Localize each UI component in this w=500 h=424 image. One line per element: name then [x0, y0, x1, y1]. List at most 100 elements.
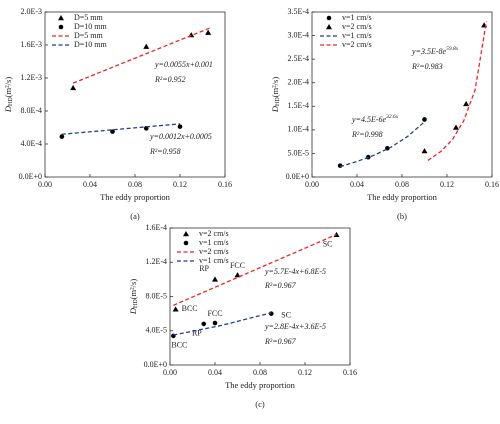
x-tick-label: 0.00	[38, 180, 52, 189]
y-tick-label: 1.6E-4	[145, 223, 167, 232]
y-label-unit: (m²/s)	[270, 77, 280, 98]
annotation-text: y=0.0012x+0.0005	[149, 132, 212, 141]
legend-symbol	[326, 15, 332, 21]
annotation: y=5.7E-4x+6.8E-5	[264, 267, 326, 276]
legend-symbol	[58, 24, 64, 30]
x-tick-label: 0.04	[83, 180, 97, 189]
point-label: SC	[323, 240, 333, 249]
legend-label: v=1 cm/s	[199, 238, 229, 247]
point-label: BCC	[171, 341, 187, 350]
annotation-text: y=0.0055x+0.001	[154, 60, 213, 69]
x-axis-label: The eddy proportion	[225, 380, 296, 390]
y-tick-label: 2.5E-4	[287, 54, 309, 63]
fit-line	[339, 121, 425, 168]
y-label-symbol: D	[270, 105, 280, 113]
legend-label: D=5 mm	[74, 31, 104, 40]
fit-line	[427, 21, 488, 162]
y-tick-label: 1.2E-4	[145, 257, 167, 266]
legend-label: v=2 cm/s	[199, 229, 229, 238]
y-tick-label: 0.0E+0	[286, 172, 309, 181]
legend-label: D=10 mm	[74, 40, 108, 49]
legend-label: D=5 mm	[74, 13, 104, 22]
annotation-text: y=2.8E-4x+3.6E-5	[264, 322, 326, 331]
plot-frame	[311, 11, 493, 178]
annotation: R²=0.952	[154, 75, 186, 84]
annotation: y=2.8E-4x+3.6E-5	[264, 322, 326, 331]
x-tick-label: 0.08	[253, 368, 267, 377]
annotation-superscript: 59.8x	[446, 46, 459, 52]
x-tick-label: 0.00	[305, 180, 319, 189]
legend-label: v=1 cm/s	[342, 31, 372, 40]
y-axis-label: DHD(m²/s)	[3, 77, 14, 113]
legend-label: D=10 mm	[74, 22, 108, 31]
annotation-text: R²=0.998	[351, 130, 383, 139]
annotation-text: y=3.5E-8e	[411, 47, 447, 56]
y-label-subscript: HD	[275, 97, 281, 106]
data-point	[172, 306, 179, 312]
y-tick-label: 1.2E-3	[20, 73, 42, 82]
x-tick-label: 0.12	[173, 180, 187, 189]
annotation-text: R²=0.967	[264, 337, 297, 346]
point-label: RP	[199, 264, 209, 273]
y-tick-label: 1.6E-3	[20, 40, 42, 49]
x-tick-label: 0.16	[218, 180, 232, 189]
x-tick-label: 0.08	[128, 180, 142, 189]
data-point	[59, 134, 65, 139]
data-point	[453, 124, 459, 130]
annotation-text: R²=0.958	[149, 147, 181, 156]
legend-symbol	[58, 15, 64, 21]
x-axis-label: The eddy proportion	[100, 192, 171, 202]
data-point	[143, 43, 150, 49]
y-tick-label: 0.0E+0	[144, 360, 167, 369]
fit-line	[173, 233, 337, 306]
x-axis-label: The eddy proportion	[367, 192, 438, 202]
data-point	[177, 124, 183, 129]
y-tick-label: 2.0E-4	[287, 78, 309, 87]
point-label: SC	[281, 310, 291, 319]
x-tick-label: 0.04	[350, 180, 364, 189]
y-label-unit: (m²/s)	[3, 77, 13, 98]
legend-label: v=2 cm/s	[342, 40, 372, 49]
annotation-superscript: 32.6x	[385, 114, 399, 120]
annotation-text: y=5.7E-4x+6.8E-5	[264, 267, 326, 276]
y-label-subscript: HD	[8, 97, 14, 106]
annotation: y=3.5E-8e59.8x	[411, 46, 459, 56]
legend-label: v=1 cm/s	[199, 256, 229, 265]
x-tick-label: 0.16	[343, 368, 357, 377]
data-point	[421, 148, 428, 154]
annotation: R²=0.967	[264, 337, 297, 346]
y-tick-label: 8.0E-4	[20, 106, 42, 115]
annotation-text: y=4.5E-6e	[351, 115, 387, 124]
data-point	[234, 272, 241, 278]
annotation: R²=0.998	[351, 130, 383, 139]
data-point	[333, 231, 340, 238]
y-tick-label: 3.5E-4	[287, 7, 309, 16]
annotation-text: R²=0.967	[264, 281, 297, 290]
legend-symbol	[183, 240, 189, 246]
caption: (a)	[130, 211, 140, 221]
y-tick-label: 1.5E-4	[287, 101, 309, 110]
legend-symbol	[326, 24, 332, 30]
y-label-symbol: D	[128, 307, 138, 315]
fit-line	[72, 26, 212, 84]
y-tick-label: 8.0E-5	[145, 291, 167, 300]
data-point	[201, 321, 207, 327]
annotation: R²=0.983	[411, 62, 443, 71]
data-point	[110, 129, 115, 134]
caption: (c)	[255, 399, 265, 409]
data-point	[212, 320, 218, 326]
x-tick-label: 0.12	[298, 368, 312, 377]
annotation: R²=0.958	[149, 147, 181, 156]
y-label-subscript: HD	[133, 299, 139, 308]
caption: (b)	[397, 211, 407, 221]
fit-line	[61, 123, 181, 135]
y-tick-label: 1.0E-4	[287, 125, 309, 134]
annotation: y=4.5E-6e32.6x	[351, 114, 399, 124]
y-tick-label: 4.0E-5	[145, 326, 167, 335]
legend-symbol	[183, 231, 189, 237]
y-tick-label: 5.0E-5	[287, 148, 309, 157]
y-tick-label: 4.0E-4	[20, 139, 42, 148]
annotation: R²=0.967	[264, 281, 297, 290]
y-tick-label: 0.0E+0	[19, 172, 42, 181]
